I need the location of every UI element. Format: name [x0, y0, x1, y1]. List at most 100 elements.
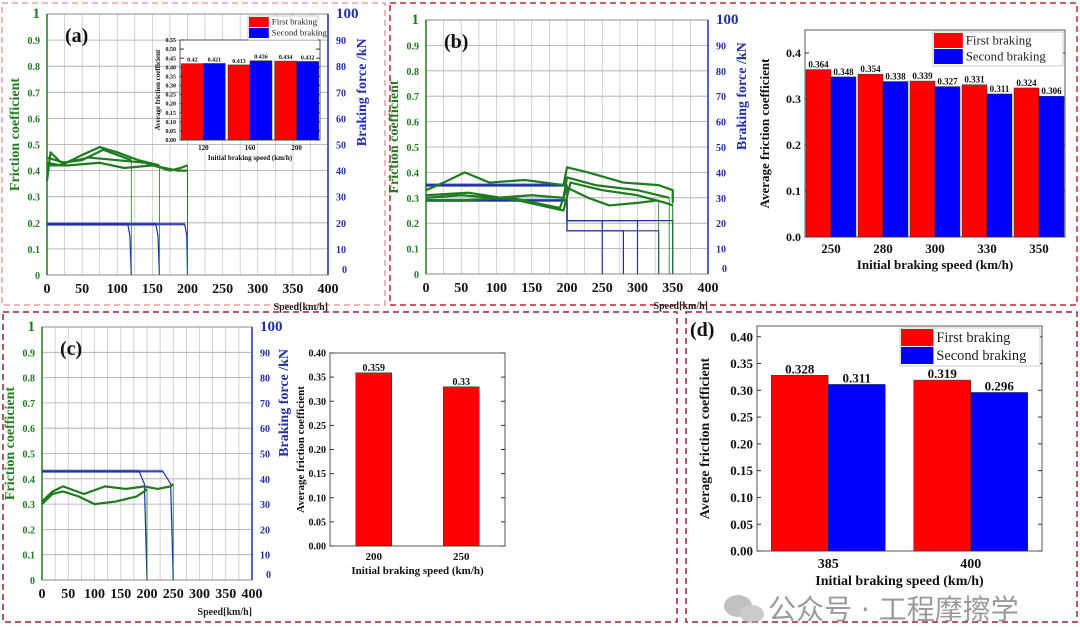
bar-value-label: 0.421: [208, 57, 222, 63]
y2-tick-label: 90: [260, 348, 270, 359]
x-tick-label: 250: [453, 551, 470, 563]
braking-force-line: [426, 199, 625, 274]
y2-tick-label: 60: [716, 118, 726, 129]
x-axis-label: Initial braking speed (km/h): [351, 565, 484, 577]
y-tick-label: 0.10: [309, 493, 327, 504]
y-tick-label: 0.1: [28, 245, 41, 256]
legend-label: Second braking: [936, 348, 1026, 364]
x-tick-label: 150: [110, 587, 131, 602]
x-tick-label: 385: [818, 557, 839, 572]
y-tick-label: 0.40: [166, 65, 177, 71]
x-tick-label: 250: [592, 281, 613, 296]
x-tick-label: 250: [821, 241, 841, 256]
friction-line: [425, 181, 674, 212]
y-tick-label: 0.25: [730, 410, 753, 425]
y2-axis-label: Braking force /kN: [355, 38, 370, 146]
bar: [882, 81, 909, 238]
y-tick-label: 0.20: [309, 445, 327, 456]
x-tick-label: 400: [318, 282, 339, 297]
y-tick-label: 0.5: [407, 143, 420, 154]
bar-value-label: 0.328: [785, 361, 815, 376]
y-tick-label: 0.00: [730, 544, 753, 559]
panel-b-frame: [389, 2, 1078, 306]
x-tick-label: 200: [366, 551, 383, 563]
friction-line: [47, 161, 188, 172]
y-tick-label: 1: [28, 319, 36, 335]
legend-swatch: [901, 329, 934, 346]
bar-value-label: 0.306: [1041, 86, 1062, 96]
x-tick-label: 300: [925, 241, 945, 256]
bar: [296, 61, 319, 141]
y-tick-label: 0.1: [407, 245, 420, 256]
bar: [355, 372, 392, 547]
bar-value-label: 0.296: [985, 378, 1015, 393]
y-axis-label: Average friction coefficient: [698, 357, 713, 519]
y-axis-label: Friction coefficient: [3, 387, 18, 500]
y-tick-label: 0.9: [28, 36, 41, 47]
bar: [1038, 95, 1065, 238]
x-axis-label: Initial braking speed (km/h): [208, 154, 293, 162]
y2-tick-label: 70: [336, 88, 346, 99]
y-tick-label: 0: [30, 576, 35, 587]
bar-value-label: 0.319: [928, 366, 958, 381]
bar-value-label: 0.354: [860, 64, 881, 74]
x-tick-label: 350: [215, 587, 236, 602]
x-tick-label: 100: [486, 281, 507, 296]
y-tick-label: 0.3: [28, 193, 41, 204]
bar: [830, 76, 857, 238]
y-tick-label: 0.35: [166, 74, 177, 80]
y2-tick-label: 20: [716, 219, 726, 230]
x-axis-label: Speed[km/h]: [274, 302, 328, 313]
y-tick-label: 0.20: [166, 102, 177, 108]
x-tick-label: 300: [627, 281, 648, 296]
y-tick-label: 0.15: [309, 469, 327, 480]
x-tick-label: 50: [454, 281, 468, 296]
x-tick-label: 150: [142, 282, 163, 297]
line-chart-a: 0 50 100 150 200 250 300 350 40000.10.20.30.40.5…: [8, 6, 370, 313]
bar-value-label: 0.413: [232, 59, 246, 65]
legend-swatch: [901, 347, 934, 364]
legend-label: First braking: [936, 330, 1010, 346]
bar-value-label: 0.327: [937, 77, 958, 87]
y-tick-label: 0.30: [730, 383, 753, 398]
x-tick-label: 250: [163, 587, 184, 602]
y2-tick-label: 10: [716, 245, 726, 256]
y-tick-label: 0.05: [730, 517, 753, 532]
x-tick-label: 50: [61, 587, 75, 602]
bar-chart-a-inset: 0.00 0.05 0.10 0.15 0.20 0.25 0.30 0.35 0.40 0.45…: [154, 15, 328, 162]
legend-label: Second braking: [272, 28, 328, 38]
y-tick-label: 0.15: [166, 111, 177, 117]
bar-value-label: 0.364: [808, 60, 829, 70]
bar: [805, 69, 832, 238]
y-tick-label: 0.5: [23, 450, 36, 461]
y2-tick-label: 50: [260, 450, 270, 461]
y2-tick-label: 80: [336, 62, 346, 73]
bar-value-label: 0.311: [842, 370, 871, 385]
legend: First braking Second braking: [899, 327, 1041, 367]
y-tick-label: 0.9: [407, 41, 420, 52]
y2-tick-label: 60: [260, 424, 270, 435]
y2-tick-label: 60: [336, 114, 346, 125]
bar-value-label: 0.432: [301, 55, 315, 61]
bar: [1013, 87, 1040, 238]
bar-chart-b-bar: 0.0 0.1 0.2 0.3 0.4 250 0.364 0.348 280 0.354 0.33…: [757, 29, 1066, 272]
line-chart-c: 0 50 100 150 200 250 300 350 40000.10.20.30.40.5…: [3, 319, 292, 618]
x-tick-label: 200: [557, 281, 578, 296]
x-tick-label: 100: [107, 282, 128, 297]
x-tick-label: 280: [873, 241, 893, 256]
y-tick-label: 0.25: [166, 93, 177, 99]
panel-label: (d): [690, 319, 714, 341]
legend-label: Second braking: [966, 49, 1047, 63]
legend-swatch: [249, 28, 269, 38]
watermark: 公众号 · 工程摩擦学: [768, 593, 1019, 626]
y2-tick-label: 100: [260, 319, 283, 335]
bar: [227, 64, 251, 141]
y-tick-label: 0.8: [23, 374, 36, 385]
x-tick-label: 0: [44, 282, 51, 297]
y2-axis-label: Braking force /kN: [277, 349, 292, 457]
y-tick-label: 0.35: [309, 373, 327, 384]
bar: [970, 392, 1028, 552]
